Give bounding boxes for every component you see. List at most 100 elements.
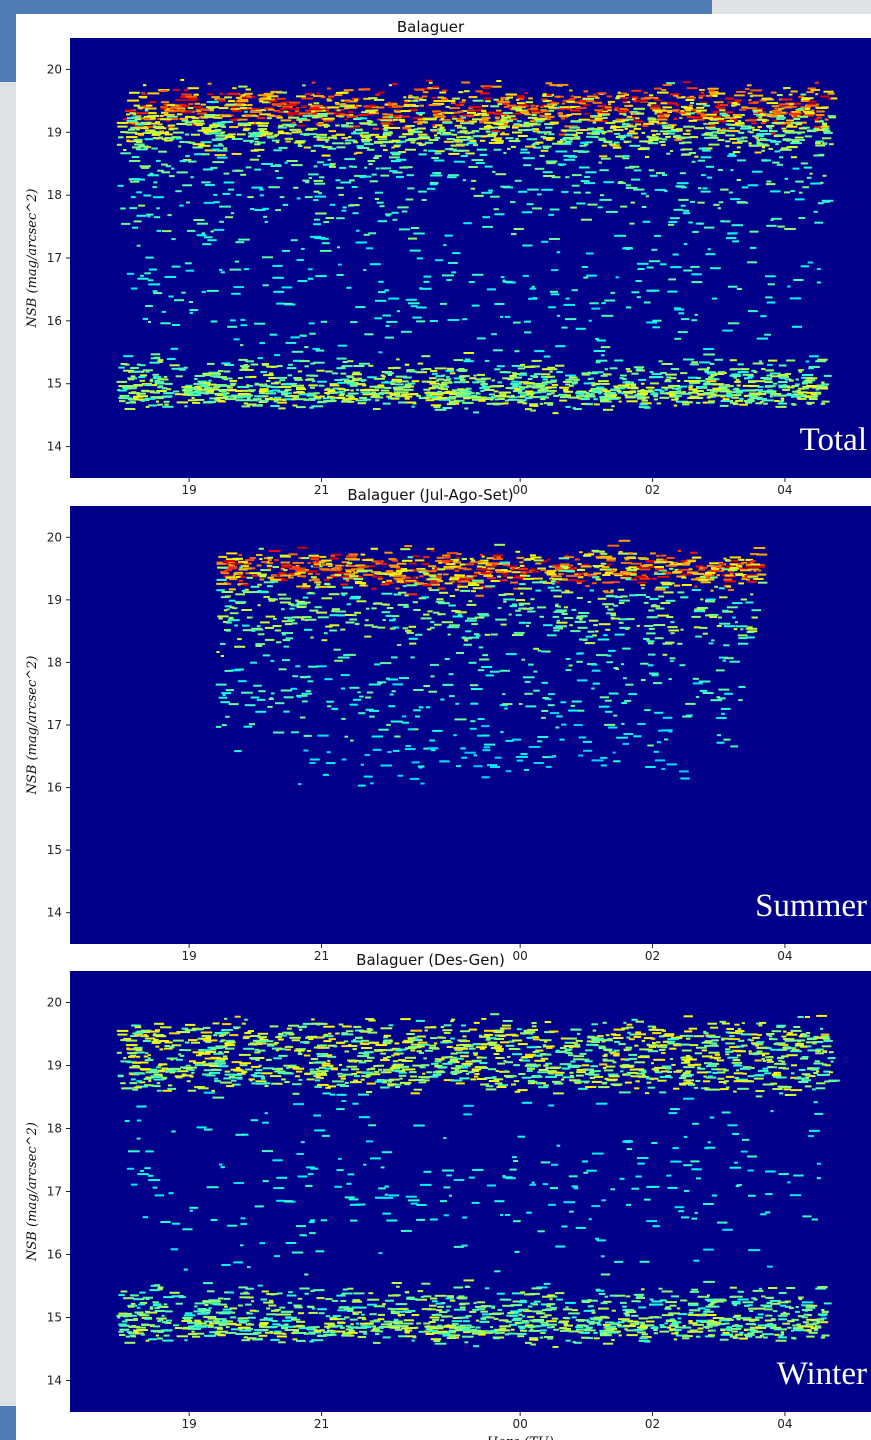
heatmap-cell — [313, 165, 318, 168]
heatmap-cell — [296, 602, 307, 605]
heatmap-cell — [126, 136, 138, 139]
heatmap-cell — [118, 366, 125, 369]
heatmap-cell — [640, 97, 651, 100]
heatmap-cell — [184, 384, 193, 387]
heatmap-cell — [315, 585, 327, 588]
heatmap-cell — [261, 130, 269, 133]
heatmap-cell — [490, 580, 501, 582]
heatmap-cell — [561, 591, 574, 594]
heatmap-cell — [803, 166, 813, 169]
heatmap-cell — [238, 238, 250, 241]
heatmap-cell — [688, 388, 698, 391]
heatmap-cell — [620, 97, 629, 99]
heatmap-cell — [430, 583, 439, 586]
heatmap-cell — [550, 589, 562, 592]
heatmap-cell — [221, 392, 228, 395]
heatmap-cell — [587, 630, 595, 633]
heatmap-cell — [620, 572, 629, 575]
heatmap-cell — [313, 199, 319, 202]
heatmap-cell — [144, 397, 156, 400]
heatmap-cell — [662, 586, 669, 589]
heatmap-cell — [683, 243, 688, 246]
heatmap-cell — [346, 570, 352, 573]
heatmap-cell — [343, 107, 350, 110]
heatmap-cell — [149, 131, 159, 133]
heatmap-cell — [792, 167, 800, 170]
heatmap-cell — [200, 108, 206, 111]
heatmap-cell — [430, 675, 435, 678]
heatmap-cell — [716, 117, 725, 120]
heatmap-cell — [503, 575, 507, 578]
heatmap-cell — [535, 120, 543, 123]
heatmap-cell — [571, 174, 582, 177]
heatmap-cell — [563, 158, 576, 161]
heatmap-cell — [262, 284, 269, 287]
heatmap-cell — [582, 98, 594, 100]
heatmap-cell — [510, 201, 516, 204]
heatmap-cell — [157, 133, 162, 136]
heatmap-cell — [566, 129, 578, 132]
heatmap-cell — [498, 127, 506, 130]
heatmap-cell — [541, 390, 547, 393]
heatmap-cell — [523, 164, 532, 167]
heatmap-cell — [162, 405, 174, 408]
heatmap-cell — [559, 399, 568, 402]
heatmap-cell — [567, 99, 573, 102]
heatmap-cell — [361, 138, 373, 141]
heatmap-cell — [328, 130, 336, 133]
heatmap-cell — [510, 567, 520, 570]
heatmap-cell — [428, 139, 439, 141]
heatmap-cell — [353, 365, 365, 367]
heatmap-cell — [233, 286, 244, 289]
heatmap-cell — [179, 117, 189, 120]
heatmap-cell — [584, 112, 589, 115]
heatmap-cell — [448, 152, 460, 155]
heatmap-cell — [728, 153, 735, 156]
heatmap-cell — [500, 185, 511, 188]
heatmap-cell — [250, 363, 259, 366]
heatmap-cell — [806, 91, 814, 94]
heatmap-cell — [737, 363, 744, 366]
heatmap-cell — [626, 118, 634, 121]
heatmap-cell — [446, 375, 450, 378]
heatmap-cell — [665, 126, 674, 129]
heatmap-cell — [565, 378, 569, 381]
heatmap-cell — [519, 561, 524, 564]
heatmap-cell — [434, 259, 444, 262]
heatmap-cell — [766, 224, 777, 227]
heatmap-cell — [774, 400, 780, 402]
heatmap-cell — [297, 570, 307, 573]
heatmap-cell — [429, 320, 438, 322]
heatmap-cell — [528, 297, 538, 300]
heatmap-cell — [329, 629, 337, 632]
heatmap-cell — [308, 103, 313, 106]
heatmap-cell — [402, 133, 414, 136]
heatmap-cell — [472, 135, 481, 138]
heatmap-cell — [327, 395, 333, 398]
heatmap-cell — [232, 607, 238, 610]
heatmap-cell — [328, 593, 340, 596]
heatmap-cell — [344, 118, 348, 121]
heatmap-cell — [267, 95, 279, 98]
heatmap-cell — [355, 306, 366, 309]
heatmap-cell — [752, 110, 759, 113]
heatmap-cell — [383, 149, 388, 152]
heatmap-cell — [301, 117, 307, 120]
heatmap-cell — [731, 368, 743, 371]
heatmap-cell — [815, 142, 821, 144]
heatmap-cell — [681, 148, 693, 151]
heatmap-cell — [649, 371, 654, 373]
heatmap-cell — [613, 129, 624, 131]
heatmap-cell — [617, 552, 628, 555]
heatmap-cell — [779, 156, 784, 159]
heatmap-cell — [182, 159, 192, 162]
heatmap-cell — [165, 165, 172, 168]
heatmap-cell — [241, 366, 249, 369]
heatmap-cell — [549, 290, 558, 293]
heatmap-cell — [797, 397, 807, 400]
heatmap-cell — [354, 580, 363, 583]
heatmap-cell — [390, 114, 400, 117]
heatmap-cell — [570, 704, 575, 707]
heatmap-cell — [647, 142, 659, 145]
heatmap-cell — [279, 107, 286, 110]
